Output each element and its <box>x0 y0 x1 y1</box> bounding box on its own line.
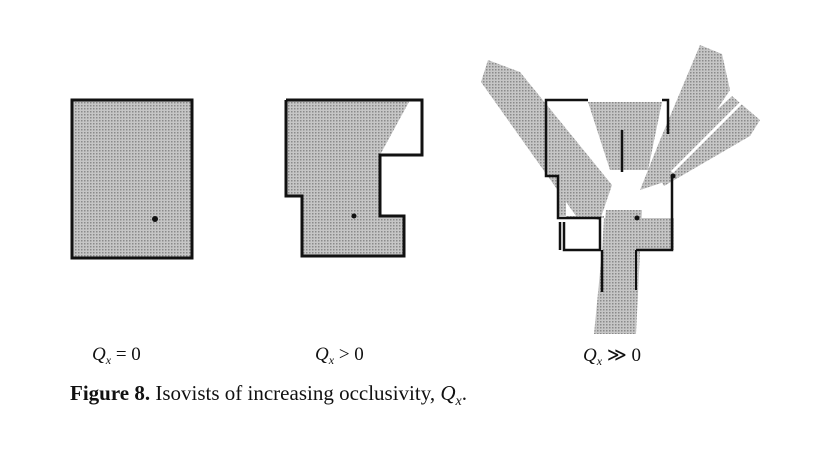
isovist-ray-upper-right <box>640 45 730 190</box>
viewpoint-1 <box>152 216 158 222</box>
isovist-panel-1 <box>70 98 194 260</box>
viewpoint-2 <box>351 213 357 219</box>
isovist-panel-2 <box>284 98 424 258</box>
room-outline-1 <box>70 98 194 260</box>
caption-text: Isovists of increasing occlusivity, <box>155 381 441 405</box>
room-outline-3-lower <box>636 176 674 252</box>
figure-caption: Figure 8. Isovists of increasing occlusi… <box>70 381 468 409</box>
room-outline-2 <box>284 98 424 258</box>
figure-number: Figure 8. <box>70 381 151 405</box>
panel-label-3: Qx ≫ 0 <box>583 345 641 368</box>
panel-label-1: Qx = 0 <box>92 344 141 367</box>
isovist-area-3-top <box>588 102 662 170</box>
isovist-area-3 <box>546 140 674 292</box>
isovist-area-2 <box>286 100 410 256</box>
panel-label-2: Qx > 0 <box>315 344 364 367</box>
room-outline-3 <box>544 98 602 252</box>
room-outline-3-right <box>662 98 670 134</box>
isovist-area-1 <box>72 100 192 258</box>
isovist-panel-3 <box>481 45 760 334</box>
viewpoint-3 <box>634 215 640 221</box>
